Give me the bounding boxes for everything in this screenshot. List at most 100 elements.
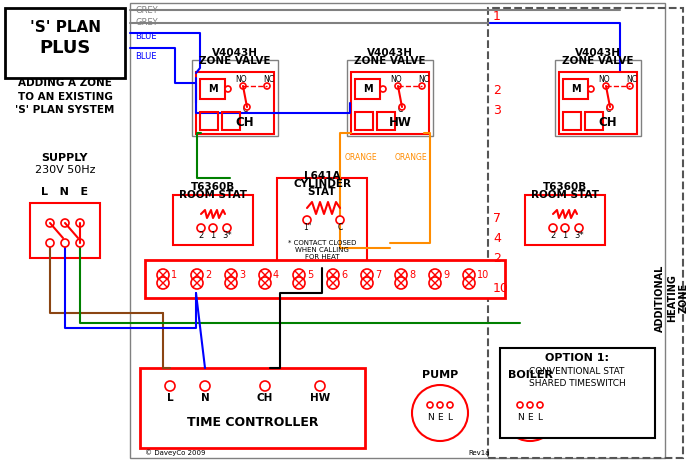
Text: NC: NC	[264, 74, 275, 83]
Circle shape	[61, 219, 69, 227]
Text: CH: CH	[236, 116, 255, 129]
Text: GREY: GREY	[135, 6, 157, 15]
Circle shape	[419, 83, 425, 89]
Circle shape	[380, 86, 386, 92]
Text: 1": 1"	[303, 222, 311, 232]
Circle shape	[463, 269, 475, 281]
Circle shape	[315, 381, 325, 391]
Circle shape	[293, 269, 305, 281]
Text: ZONE VALVE: ZONE VALVE	[354, 56, 426, 66]
Circle shape	[429, 277, 441, 289]
Circle shape	[336, 216, 344, 224]
Text: CONVENTIONAL STAT: CONVENTIONAL STAT	[529, 367, 624, 376]
Circle shape	[303, 216, 311, 224]
Text: ORANGE: ORANGE	[395, 154, 428, 162]
Text: 1: 1	[210, 232, 215, 241]
Circle shape	[191, 277, 203, 289]
Text: PUMP: PUMP	[422, 370, 458, 380]
Text: C: C	[242, 104, 248, 114]
Circle shape	[395, 83, 401, 89]
Circle shape	[46, 219, 54, 227]
Circle shape	[240, 83, 246, 89]
Text: ORANGE: ORANGE	[345, 154, 377, 162]
Text: N: N	[201, 393, 209, 403]
FancyBboxPatch shape	[500, 348, 655, 438]
Text: C: C	[337, 222, 343, 232]
Circle shape	[603, 83, 609, 89]
Circle shape	[225, 86, 231, 92]
Text: NC: NC	[419, 74, 429, 83]
Text: BLUE: BLUE	[135, 52, 157, 61]
Text: SHARED TIMESWITCH: SHARED TIMESWITCH	[529, 380, 625, 388]
Text: 3: 3	[239, 270, 245, 280]
Text: 3*: 3*	[574, 232, 584, 241]
Circle shape	[517, 402, 523, 408]
Text: Rev1a: Rev1a	[469, 450, 490, 456]
Circle shape	[395, 269, 407, 281]
FancyBboxPatch shape	[277, 178, 367, 268]
Text: CH: CH	[599, 116, 618, 129]
Text: 5: 5	[307, 270, 313, 280]
Text: STAT: STAT	[308, 187, 336, 197]
Circle shape	[293, 277, 305, 289]
Text: 2: 2	[205, 270, 211, 280]
Circle shape	[447, 402, 453, 408]
Text: PLUS: PLUS	[39, 39, 90, 57]
Circle shape	[327, 269, 339, 281]
FancyBboxPatch shape	[196, 72, 274, 134]
Text: ROOM STAT: ROOM STAT	[531, 190, 599, 200]
Text: ZONE: ZONE	[679, 283, 689, 313]
Text: BOILER: BOILER	[508, 370, 553, 380]
Text: GREY: GREY	[135, 18, 157, 27]
Circle shape	[200, 381, 210, 391]
Text: M: M	[571, 84, 580, 94]
FancyBboxPatch shape	[145, 260, 505, 298]
Text: 230V 50Hz: 230V 50Hz	[34, 165, 95, 175]
Text: TIME CONTROLLER: TIME CONTROLLER	[187, 417, 318, 430]
Text: L641A: L641A	[304, 171, 340, 181]
Circle shape	[561, 224, 569, 232]
Circle shape	[361, 269, 373, 281]
Circle shape	[412, 385, 468, 441]
Text: 'S' PLAN: 'S' PLAN	[30, 21, 101, 36]
Text: V4043H: V4043H	[575, 48, 621, 58]
Text: NC: NC	[627, 74, 638, 83]
Text: L: L	[167, 393, 173, 403]
Circle shape	[427, 402, 433, 408]
Text: BLUE: BLUE	[135, 32, 157, 41]
Circle shape	[588, 86, 594, 92]
FancyBboxPatch shape	[525, 195, 605, 245]
Text: ZONE VALVE: ZONE VALVE	[199, 56, 270, 66]
Text: 'S' PLAN SYSTEM: 'S' PLAN SYSTEM	[15, 105, 115, 115]
Text: V4043H: V4043H	[367, 48, 413, 58]
Text: © DaveyCo 2009: © DaveyCo 2009	[145, 449, 206, 456]
Text: C: C	[397, 104, 403, 114]
Text: T6360B: T6360B	[543, 182, 587, 192]
Circle shape	[463, 277, 475, 289]
Circle shape	[260, 381, 270, 391]
Text: C: C	[605, 104, 611, 114]
FancyBboxPatch shape	[563, 79, 588, 99]
Circle shape	[259, 269, 271, 281]
Circle shape	[225, 269, 237, 281]
Text: ROOM STAT: ROOM STAT	[179, 190, 247, 200]
FancyBboxPatch shape	[351, 72, 429, 134]
Circle shape	[502, 385, 558, 441]
Circle shape	[259, 277, 271, 289]
Text: WHEN CALLING: WHEN CALLING	[295, 247, 349, 253]
Circle shape	[361, 277, 373, 289]
Circle shape	[327, 277, 339, 289]
Text: 10: 10	[477, 270, 489, 280]
Text: T6360B: T6360B	[191, 182, 235, 192]
FancyBboxPatch shape	[140, 368, 365, 448]
Text: 6: 6	[341, 270, 347, 280]
Text: FOR HEAT: FOR HEAT	[305, 254, 339, 260]
Circle shape	[627, 83, 633, 89]
Text: NO: NO	[598, 74, 610, 83]
Circle shape	[437, 402, 443, 408]
Text: N: N	[426, 414, 433, 423]
Text: 7: 7	[493, 212, 501, 225]
Text: 2: 2	[551, 232, 555, 241]
Text: 4: 4	[493, 232, 501, 244]
FancyBboxPatch shape	[5, 8, 125, 78]
